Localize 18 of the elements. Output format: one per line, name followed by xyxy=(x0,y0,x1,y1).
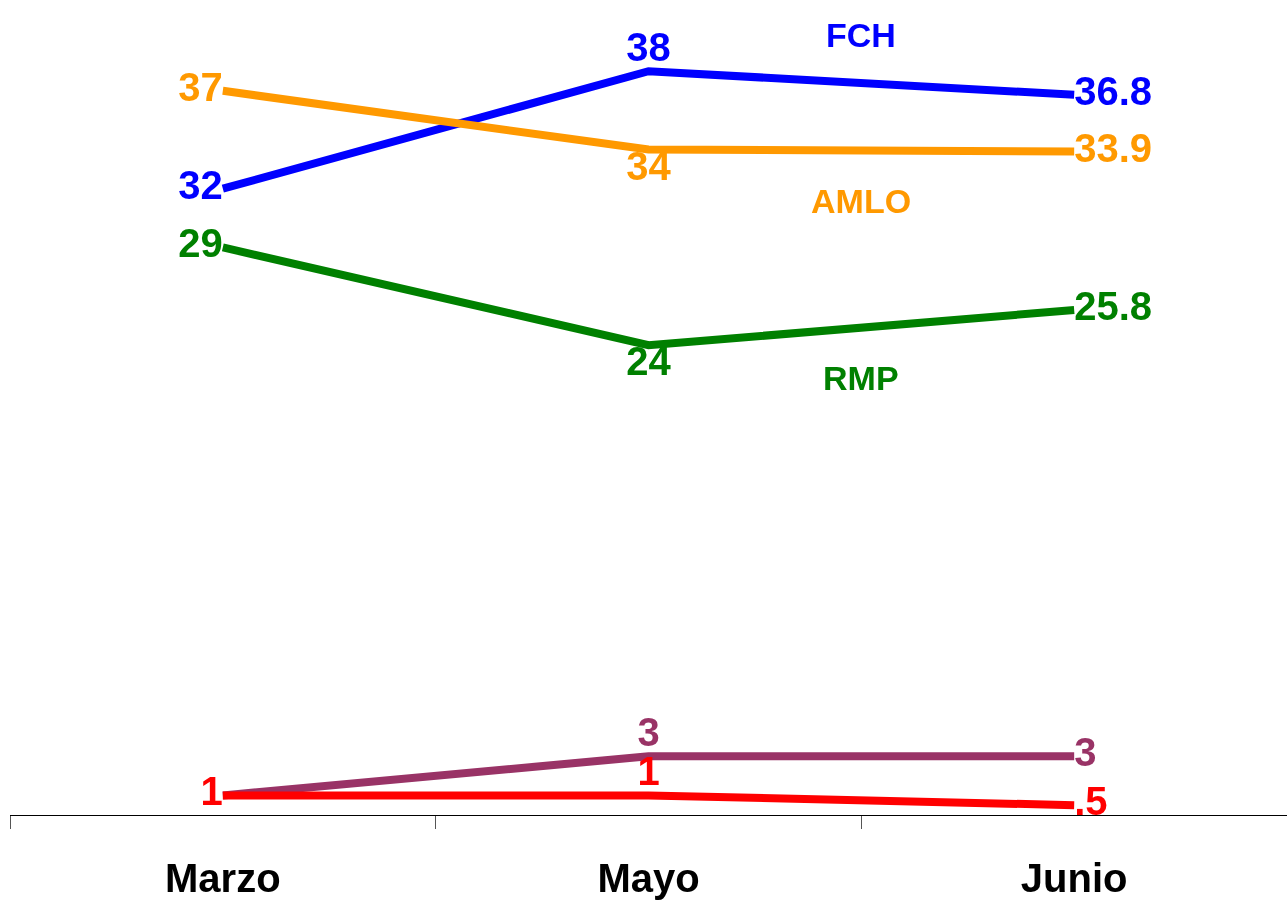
series-label: FCH xyxy=(826,16,896,54)
series-label: RMP xyxy=(823,359,899,397)
data-label: 34 xyxy=(626,143,672,188)
data-label: 29 xyxy=(178,221,223,266)
x-tick-label: Junio xyxy=(1020,856,1128,900)
data-label: 25.8 xyxy=(1074,284,1153,329)
data-label: 33.9 xyxy=(1074,125,1153,170)
data-label: 24 xyxy=(626,339,672,384)
data-label: 3 xyxy=(1074,730,1097,775)
series-label: AMLO xyxy=(811,182,912,220)
data-label: .5 xyxy=(1074,779,1108,824)
data-label: 38 xyxy=(626,25,671,70)
data-label: 36.8 xyxy=(1074,68,1153,113)
x-tick-label: Mayo xyxy=(597,856,700,900)
data-label: 32 xyxy=(178,162,223,207)
x-tick-label: Marzo xyxy=(165,856,281,900)
data-label: 1 xyxy=(200,769,223,814)
data-label: 37 xyxy=(178,64,223,109)
